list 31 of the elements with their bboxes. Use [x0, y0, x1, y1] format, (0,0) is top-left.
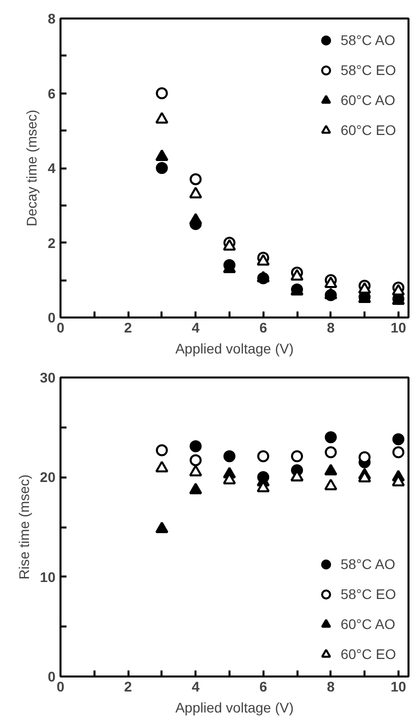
y-tick-label: 2 [48, 234, 56, 251]
y-tick-label: 0 [48, 310, 56, 326]
y-tick-label: 6 [48, 85, 56, 102]
x-tick-label: 10 [390, 320, 406, 336]
x-tick-label: 6 [259, 320, 268, 336]
y-tick-label: 10 [40, 568, 56, 585]
x-axis-title: Applied voltage (V) [175, 700, 294, 716]
x-tick-label: 4 [192, 320, 200, 336]
y-tick-label: 8 [48, 10, 56, 26]
y-tick-label: 20 [40, 469, 56, 486]
x-tick-label: 2 [124, 678, 132, 694]
y-axis-title: Rise time (msec) [16, 474, 32, 580]
legend-label: 58°C AO [340, 556, 396, 572]
y-tick-label: 30 [40, 370, 56, 386]
y-axis-title: Decay time (msec) [24, 110, 40, 226]
legend-label: 60°C AO [340, 92, 396, 108]
legend-label: 60°C EO [340, 646, 396, 662]
x-tick-label: 10 [390, 678, 406, 694]
legend-label: 58°C EO [340, 586, 396, 602]
y-tick-label: 0 [48, 668, 56, 684]
x-tick-label: 4 [192, 678, 200, 694]
legend-label: 60°C EO [340, 122, 396, 138]
legend-label: 58°C EO [340, 62, 396, 78]
legend-label: 58°C AO [340, 32, 396, 48]
x-tick-label: 8 [326, 320, 335, 336]
x-axis-title: Applied voltage (V) [175, 340, 294, 356]
x-tick-label: 2 [124, 320, 132, 336]
legend-label: 60°C AO [340, 616, 396, 632]
x-tick-label: 8 [326, 678, 335, 694]
y-tick-label: 4 [48, 160, 56, 176]
x-tick-label: 6 [259, 678, 268, 694]
